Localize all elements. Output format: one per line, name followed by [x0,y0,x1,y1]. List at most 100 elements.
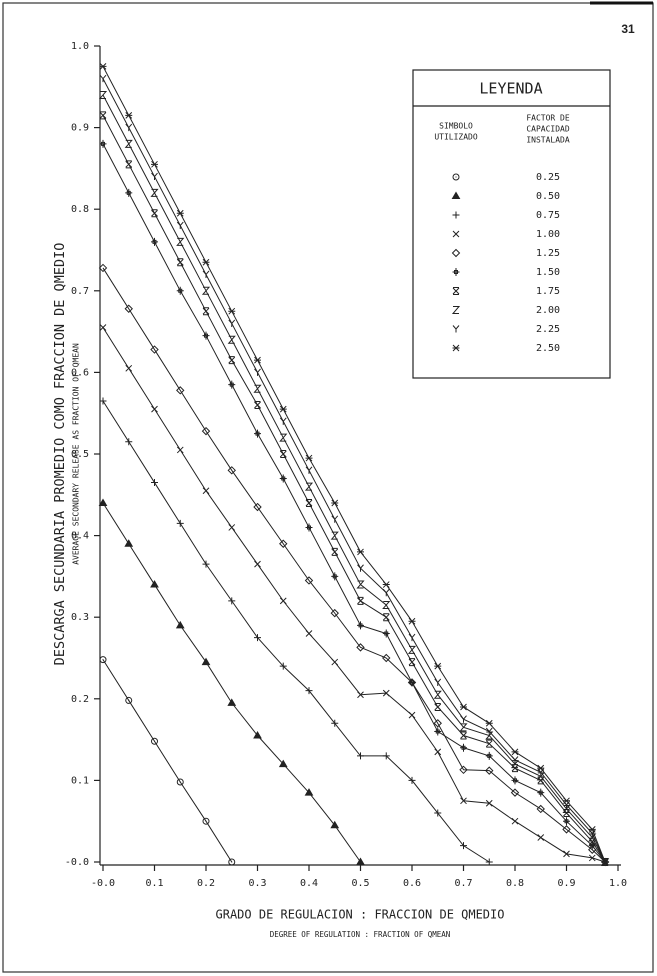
data-point [279,433,288,442]
legend-label: 2.00 [536,305,560,316]
data-point [125,160,133,169]
legend-label: 2.50 [536,343,560,354]
data-point [305,466,313,474]
legend-label: 1.50 [536,267,560,278]
data-point [176,237,185,246]
legend-label: 0.25 [536,172,560,183]
data-point [357,596,364,605]
y-tick-label: 0.9 [71,123,89,134]
data-point [356,857,365,865]
data-point [511,776,519,785]
data-point [227,335,236,344]
data-point [151,479,158,487]
y-tick-label: 0.7 [71,286,89,297]
legend-symbol [452,230,460,238]
data-point [305,523,313,532]
data-point [254,401,261,410]
data-point [434,809,442,817]
data-point [357,548,364,556]
data-point [459,723,468,732]
data-point [511,817,519,825]
data-point [98,90,108,99]
data-point [253,731,262,739]
data-point [279,405,287,413]
data-point [601,858,609,866]
legend-symbol [452,211,460,219]
data-point [279,662,287,670]
legend-header: UTILIZADO [434,133,478,142]
data-point [176,778,184,786]
data-point [202,560,210,568]
legend-label: 0.50 [536,191,560,202]
data-point [356,643,365,652]
data-point [279,597,287,605]
data-point [382,653,391,663]
data-point [304,576,314,585]
data-point [124,304,133,313]
legend-symbol [452,173,460,181]
data-point [331,547,339,556]
data-point [98,498,108,506]
data-point [588,854,596,862]
data-point [408,776,416,784]
data-point [434,678,442,686]
legend-label: 1.75 [536,286,560,297]
data-point [485,751,493,760]
legend-symbol [452,344,460,352]
data-point [460,743,467,752]
data-point [176,386,185,395]
data-point [125,112,133,119]
series-line [102,327,606,863]
data-point [202,307,210,316]
data-point [331,572,339,581]
data-point [150,345,159,354]
data-point [485,858,493,866]
data-point [305,687,313,695]
data-point [485,799,493,807]
data-point [99,139,107,148]
data-point [510,788,520,797]
data-point [460,715,467,723]
data-point [588,837,596,846]
data-point [460,797,467,805]
legend-header: FACTOR DE [526,114,570,123]
data-point [254,356,261,364]
y-tick-label: -0.0 [65,857,89,868]
data-point [228,524,236,531]
data-point [176,446,184,454]
data-point [408,678,416,687]
data-point [408,617,416,625]
data-point [254,560,261,568]
data-point [202,817,210,825]
x-axis-title: GRADO DE REGULACION : FRACCION DE QMEDIO [216,908,505,922]
data-point [433,719,442,728]
data-point [537,788,545,797]
y-axis-title: DESCARGA SECUNDARIA PROMEDIO COMO FRACCI… [52,243,68,666]
data-point [434,662,442,670]
legend-label: 0.75 [536,210,560,221]
data-point [588,826,596,833]
data-point [202,258,210,266]
data-point [202,270,210,278]
legend-box [412,69,611,379]
x-tick-label: 0.4 [300,878,318,889]
series-line [102,502,361,863]
data-point [330,531,339,540]
legend-symbol [452,287,460,295]
data-point [151,237,158,246]
data-point [407,645,417,654]
y-tick-label: 0.6 [71,367,89,378]
data-point [228,319,236,327]
data-point [382,752,390,760]
data-point [202,487,210,495]
legend-symbol [452,325,460,333]
data-point [99,397,107,405]
data-point [536,804,545,814]
data-point [176,286,184,295]
data-point [433,690,442,699]
x-tick-label: 0.6 [403,878,421,889]
legend-header: INSTALADA [526,136,570,145]
data-point [228,356,236,365]
data-point [175,620,185,629]
data-point [99,324,107,331]
